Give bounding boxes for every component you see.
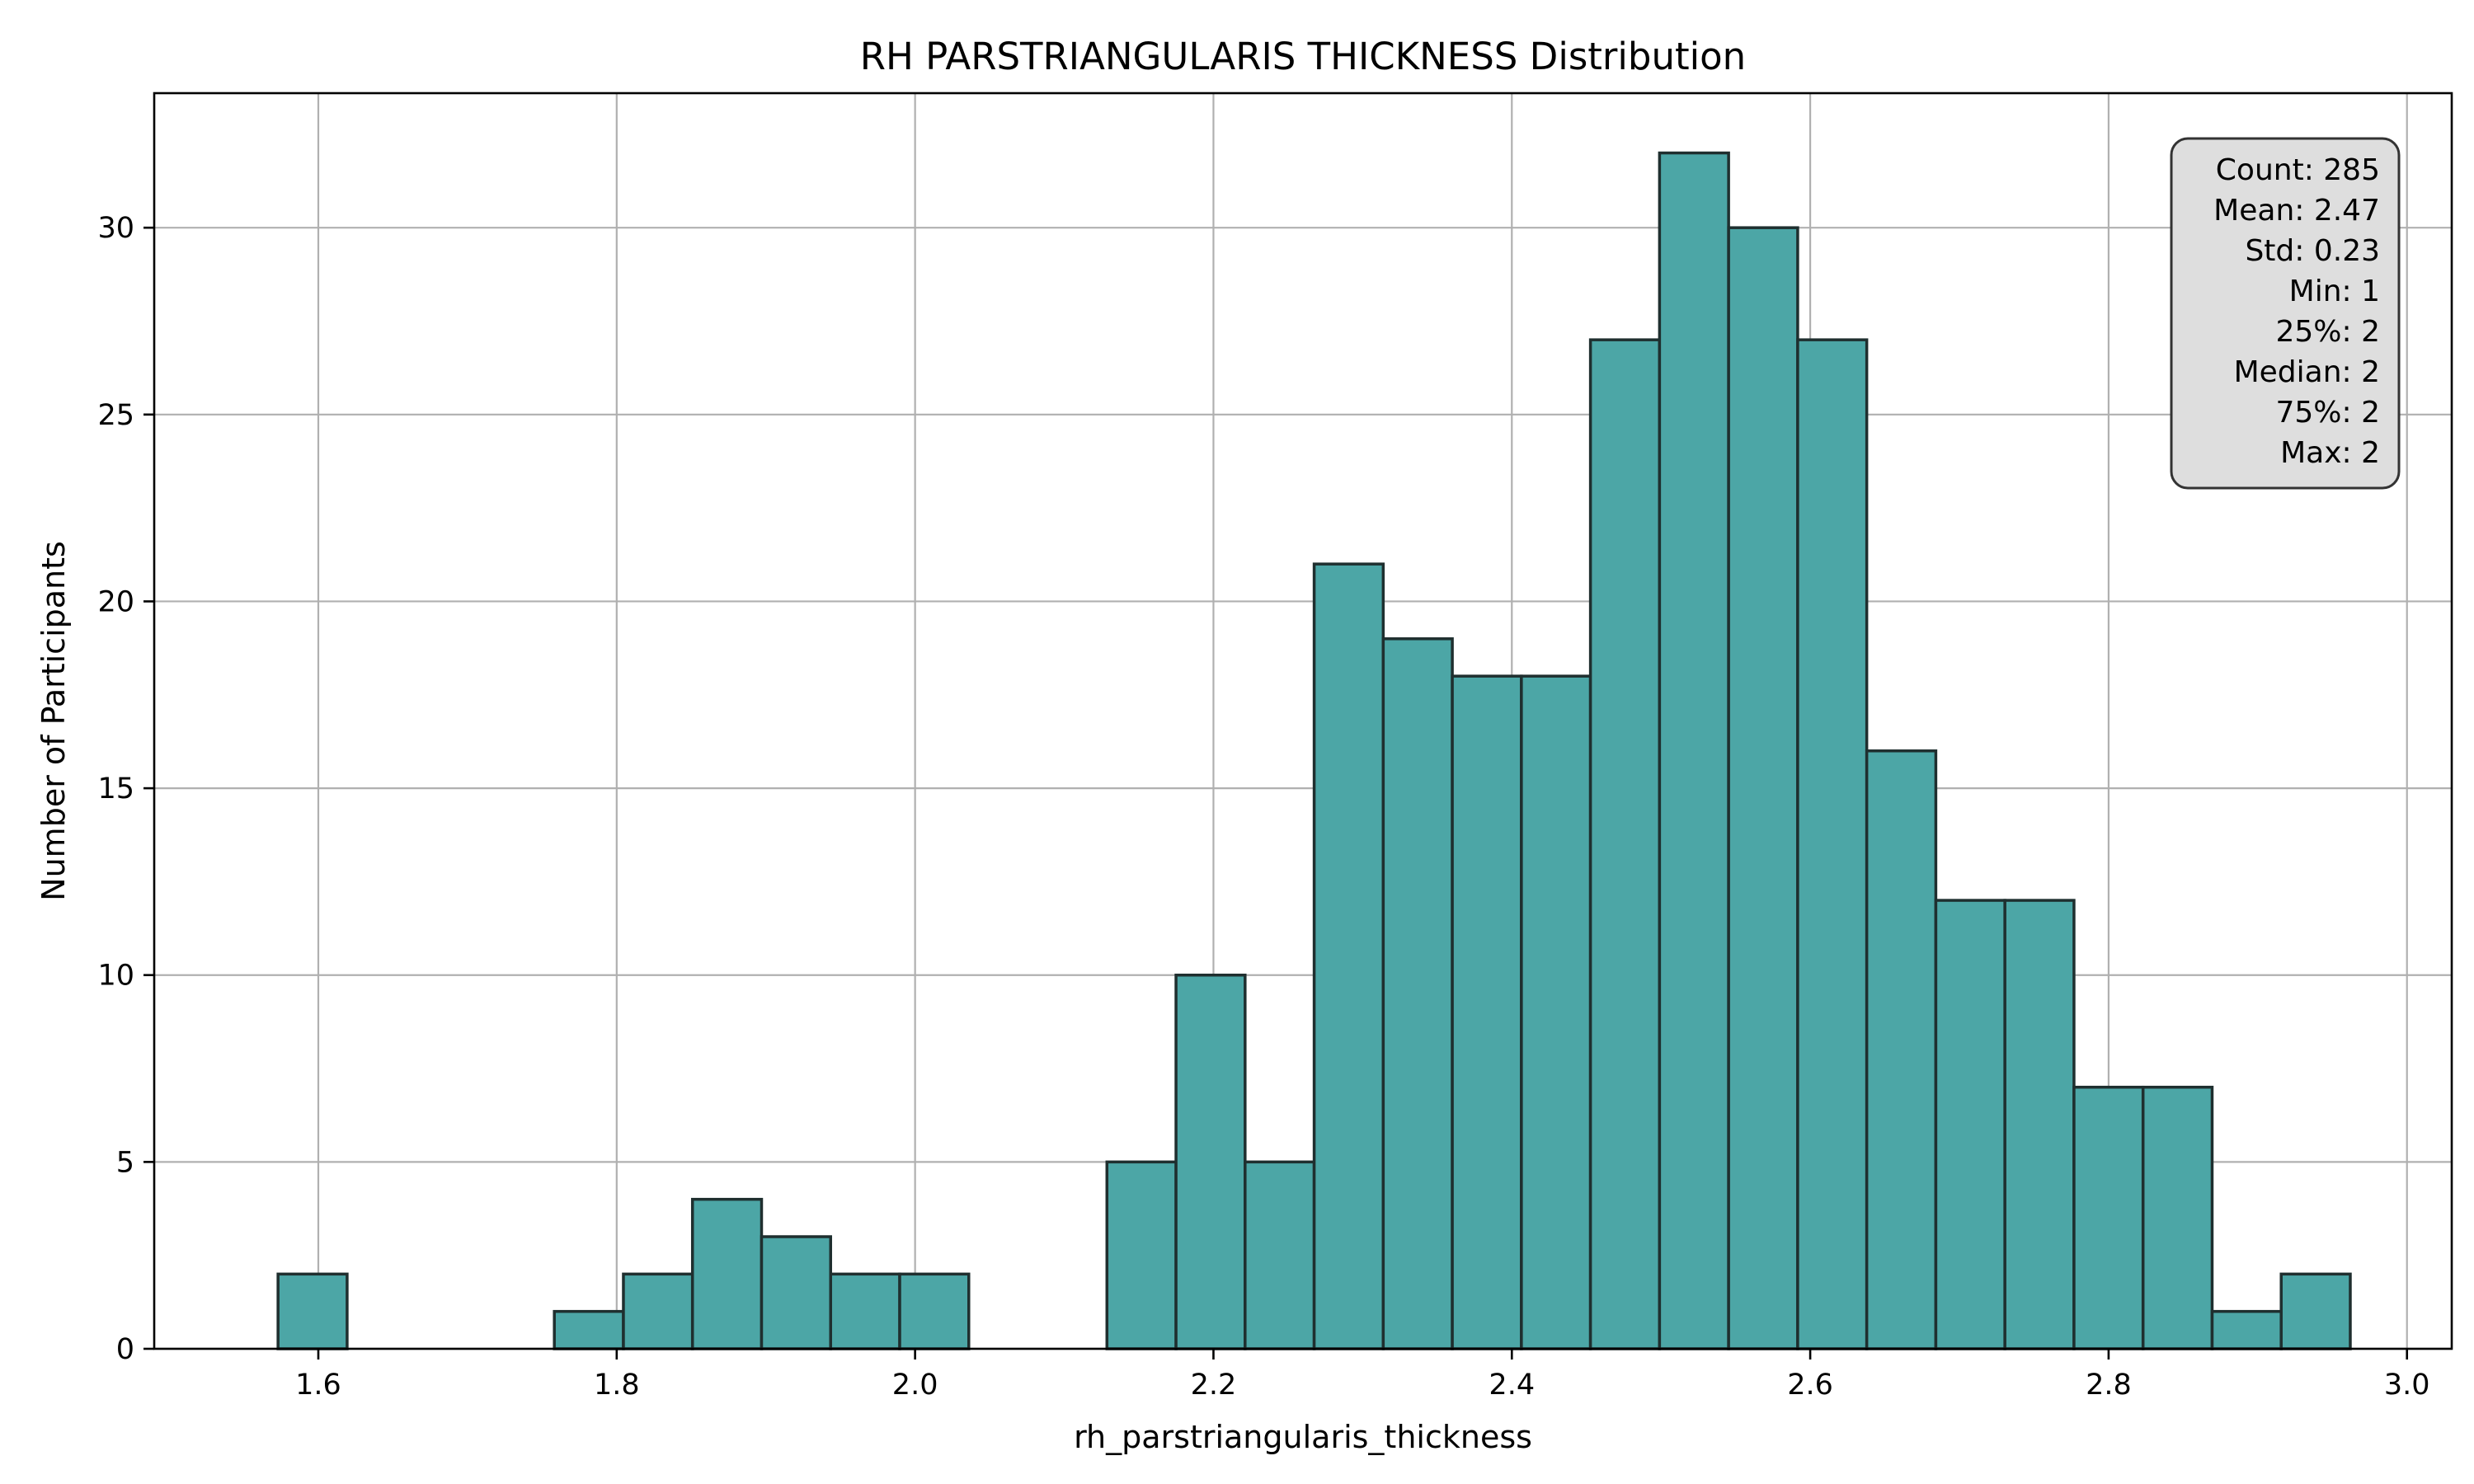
x-axis-label: rh_parstriangularis_thickness	[1074, 1419, 1532, 1455]
x-tick-label: 2.0	[892, 1369, 938, 1402]
x-tick-label: 3.0	[2384, 1369, 2430, 1402]
stats-max: Max: 2	[2280, 436, 2380, 470]
histogram-bar	[622, 1272, 694, 1350]
x-tick-label: 1.6	[295, 1369, 341, 1402]
stats-std: Std: 0.23	[2245, 234, 2380, 268]
histogram-bar	[690, 1197, 764, 1350]
histogram-bar	[2279, 1272, 2352, 1350]
y-axis-label: Number of Participants	[35, 541, 72, 901]
y-tick-label: 25	[97, 399, 134, 432]
histogram-bar	[1796, 338, 1869, 1350]
x-tick-label: 1.8	[594, 1369, 640, 1402]
histogram-bar	[1520, 674, 1592, 1350]
histogram-bar	[1727, 226, 1799, 1350]
histogram-bar	[1381, 637, 1454, 1350]
histogram-bar	[1312, 562, 1385, 1350]
histogram-bar	[276, 1272, 349, 1350]
stats-box: Count: 285 Mean: 2.47 Std: 0.23 Min: 1 2…	[2170, 137, 2401, 490]
stats-count: Count: 285	[2216, 153, 2380, 187]
histogram-bar	[898, 1272, 971, 1350]
stats-median: Median: 2	[2234, 355, 2380, 389]
y-tick-label: 15	[97, 773, 134, 805]
histogram-bar	[1588, 338, 1662, 1350]
histogram-bar	[1451, 674, 1523, 1350]
histogram-bar	[1105, 1160, 1178, 1350]
y-tick-label: 20	[97, 585, 134, 618]
y-tick-label: 0	[116, 1333, 134, 1366]
histogram-bar	[760, 1235, 832, 1350]
y-tick-label: 30	[97, 212, 134, 245]
histogram-bar	[1658, 151, 1730, 1350]
histogram-bars	[276, 151, 2352, 1350]
plot-frame	[153, 92, 2453, 1350]
histogram-bar	[2141, 1085, 2214, 1350]
stats-box-background	[2170, 137, 2401, 490]
histogram-bar	[2210, 1309, 2283, 1350]
histogram-bar	[1174, 973, 1247, 1350]
x-tick-label: 2.4	[1489, 1369, 1535, 1402]
y-tick-label: 10	[97, 960, 134, 993]
histogram-bar	[1244, 1160, 1316, 1350]
chart-title: RH PARSTRIANGULARIS THICKNESS Distributi…	[860, 35, 1746, 78]
stats-mean: Mean: 2.47	[2213, 194, 2380, 228]
histogram-bar	[553, 1309, 625, 1350]
stats-75pct: 75%: 2	[2276, 396, 2381, 430]
axes: 1.6 1.8 2.0 2.2 2.4 2.6 2.8 3.0 0 5 10 15 20 25 30	[97, 92, 2453, 1402]
x-tick-label: 2.6	[1787, 1369, 1833, 1402]
histogram-bar	[1865, 749, 1938, 1350]
stats-25pct: 25%: 2	[2276, 315, 2381, 349]
y-tick-label: 5	[116, 1146, 134, 1179]
histogram-bar	[829, 1272, 901, 1350]
histogram-bar	[1934, 899, 2006, 1350]
x-tick-label: 2.2	[1191, 1369, 1237, 1402]
histogram-bar	[2072, 1085, 2145, 1350]
x-tick-label: 2.8	[2086, 1369, 2132, 1402]
stats-min: Min: 1	[2289, 275, 2380, 308]
histogram-bar	[2003, 899, 2076, 1350]
